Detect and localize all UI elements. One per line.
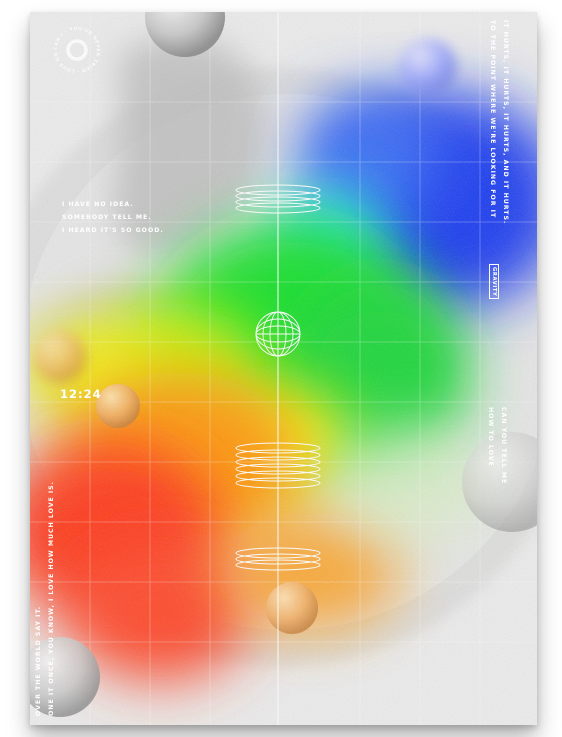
poster: CAN I · YOU'VE NEVER TRIED · LOVE HOW I … — [30, 12, 537, 725]
right-top-text: IT HURTS, IT HURTS, IT HURTS, AND IT HUR… — [486, 20, 512, 224]
left-bottom-line-1: OVER THE WORLD SAY IT. — [35, 605, 42, 716]
left-text-block: I HAVE NO IDEA. SOMEBODY TELL ME. I HEAR… — [62, 198, 164, 237]
poster-artwork: CAN I · YOU'VE NEVER TRIED · LOVE HOW — [30, 12, 537, 725]
left-bottom-line-2: ONE IT ONCE, YOU KNOW, I LOVE HOW MUCH L… — [48, 481, 55, 716]
left-line-1: I HAVE NO IDEA. — [62, 201, 134, 208]
right-top-line-1: IT HURTS, IT HURTS, IT HURTS, AND IT HUR… — [502, 20, 509, 225]
right-top-line-2: TO THE POINT WHERE WE'RE LOOKING FOR IT — [489, 20, 496, 219]
left-bottom-text: OVER THE WORLD SAY IT. ONE IT ONCE, YOU … — [32, 481, 58, 716]
gravity-badge: GRAVITY — [489, 264, 499, 300]
left-line-2: SOMEBODY TELL ME. — [62, 214, 152, 221]
left-line-3: I HEARD IT'S SO GOOD. — [62, 227, 164, 234]
right-mid-line-1: CAN YOU TELL ME — [500, 407, 507, 485]
time-label: 12:24 — [60, 387, 102, 401]
right-mid-text: CAN YOU TELL ME HOW TO LOVE — [484, 407, 510, 484]
right-mid-line-2: HOW TO LOVE — [487, 407, 494, 467]
